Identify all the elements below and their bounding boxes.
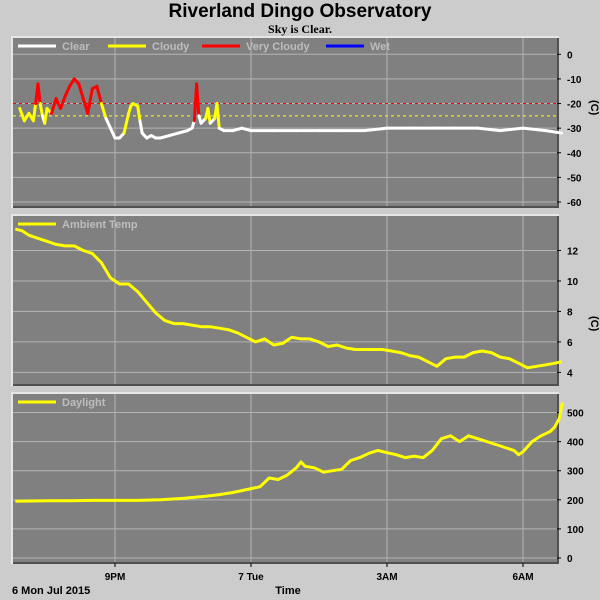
sky-segment	[136, 104, 142, 123]
series-line-daylight	[15, 402, 564, 503]
y-tick-label: -60	[567, 198, 582, 209]
chart-title: Riverland Dingo Observatory	[168, 1, 432, 22]
y-tick-label: 200	[567, 496, 584, 507]
sky-segment	[59, 94, 67, 110]
legend-label: Ambient Temp	[62, 219, 138, 231]
y-tick-label: -30	[567, 124, 582, 135]
y-tick-label: 0	[567, 554, 573, 565]
x-start-label: 6 Mon Jul 2015	[12, 585, 90, 597]
plot-area	[13, 216, 557, 384]
sky-segment	[138, 119, 144, 135]
sky-segment	[206, 106, 212, 125]
sky-segment	[108, 126, 117, 140]
y-tick-label: 4	[567, 368, 573, 379]
sky-segment	[498, 126, 525, 133]
sky-segment	[99, 102, 108, 120]
legend-label: Very Cloudy	[246, 41, 310, 53]
sky-segment	[362, 126, 389, 133]
sky-segment	[63, 84, 72, 98]
sky-segment	[231, 126, 244, 133]
plot-area	[13, 38, 557, 206]
sky-segment	[240, 126, 253, 133]
legend-label: Cloudy	[152, 41, 190, 53]
panel-sky: 0 -10 -20 -30 -40 -50 -60 (C) Clear Cloudy Very Cl…	[11, 36, 600, 209]
y-tick-label: -40	[567, 149, 582, 160]
sky-segment	[43, 106, 49, 125]
sky-segment	[77, 82, 85, 101]
y-tick-label: 0	[567, 50, 573, 61]
sky-segment	[86, 87, 94, 115]
y-tick-label: 300	[567, 467, 584, 478]
sky-segment	[158, 134, 171, 140]
y-tick-label: 10	[567, 277, 579, 288]
sky-segment	[95, 84, 103, 106]
y-tick-label: -10	[567, 75, 582, 86]
x-tick-label: 7 Tue	[238, 572, 264, 583]
sky-segment	[38, 102, 44, 118]
sky-segment	[122, 111, 131, 135]
y-tick-label: 12	[567, 246, 579, 257]
sky-segment	[176, 129, 190, 135]
y-unit-label: (C)	[588, 100, 600, 116]
sky-segment	[167, 131, 180, 138]
y-tick-label: -50	[567, 173, 582, 184]
sky-segment	[36, 82, 42, 106]
y-unit-label: (C)	[588, 316, 600, 332]
series-line-ambient	[14, 227, 562, 370]
x-tick-label: 3AM	[376, 572, 397, 583]
sky-segment	[195, 82, 201, 118]
legend-label: Clear	[62, 41, 90, 53]
y-tick-label: 100	[567, 525, 584, 536]
y-tick-label: -20	[567, 100, 582, 111]
panel-ambient: 4 6 8 10 12 (C) Ambient Temp	[11, 214, 600, 386]
sky-segment	[31, 102, 38, 123]
x-axis-label: Time	[275, 585, 300, 597]
sky-segment	[476, 126, 502, 133]
plot-area	[13, 394, 557, 562]
x-tick-label: 6AM	[512, 572, 533, 583]
legend-label: Wet	[370, 41, 390, 53]
y-tick-label: 500	[567, 409, 584, 420]
sky-segment	[50, 97, 58, 115]
sky-segment	[18, 106, 26, 123]
y-tick-label: 8	[567, 307, 573, 318]
y-tick-label: 400	[567, 438, 584, 449]
sky-segment	[544, 129, 564, 135]
sky-segment	[215, 102, 221, 130]
sky-segment	[521, 126, 548, 133]
x-tick-label: 9PM	[105, 572, 126, 583]
chart-subtitle: Sky is Clear.	[268, 22, 332, 36]
sky-segment	[104, 116, 112, 130]
panel-daylight: 0 100 200 300 400 500 Daylight	[11, 392, 584, 565]
legend-label: Daylight	[62, 397, 106, 409]
y-tick-label: 6	[567, 338, 573, 349]
